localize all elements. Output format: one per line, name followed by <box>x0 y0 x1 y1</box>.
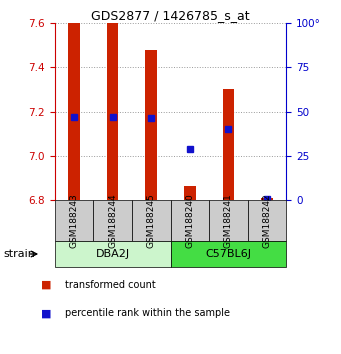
Text: percentile rank within the sample: percentile rank within the sample <box>65 308 230 318</box>
Bar <box>145 50 157 200</box>
Text: ■: ■ <box>41 308 51 318</box>
Text: GSM188243: GSM188243 <box>69 193 78 248</box>
Text: ■: ■ <box>41 280 51 290</box>
Text: C57BL6J: C57BL6J <box>206 249 251 259</box>
Text: GSM188241: GSM188241 <box>224 193 233 248</box>
Text: DBA2J: DBA2J <box>95 249 130 259</box>
Text: GSM188245: GSM188245 <box>147 193 156 248</box>
Bar <box>261 198 273 200</box>
Text: GSM188244: GSM188244 <box>108 193 117 248</box>
Text: GSM188242: GSM188242 <box>263 193 272 248</box>
Bar <box>107 23 118 200</box>
Bar <box>184 185 196 200</box>
Text: strain: strain <box>3 249 35 259</box>
Title: GDS2877 / 1426785_s_at: GDS2877 / 1426785_s_at <box>91 9 250 22</box>
Text: transformed count: transformed count <box>65 280 155 290</box>
Bar <box>223 89 234 200</box>
Text: GSM188240: GSM188240 <box>185 193 194 248</box>
Bar <box>68 23 80 200</box>
